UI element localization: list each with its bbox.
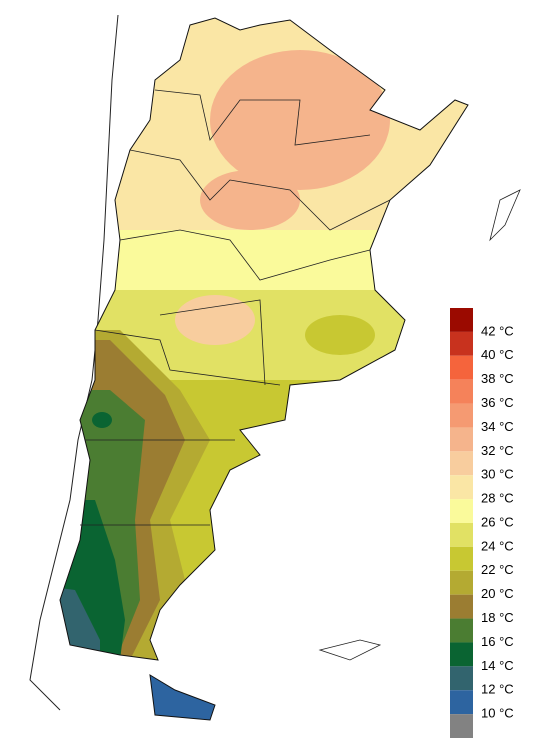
legend: 42 °C 40 °C 38 °C 36 °C 34 °C 32 °C 30 °C 28 °C… (450, 308, 514, 738)
legend-label: 34 °C (481, 419, 514, 434)
zone-26 (60, 230, 468, 290)
zone-32 (210, 50, 390, 190)
country-outline (59, 17, 469, 721)
zone-30 (175, 295, 255, 345)
legend-label: 12 °C (481, 682, 514, 697)
legend-swatch (450, 594, 473, 619)
legend-label: 32 °C (481, 443, 514, 458)
legend-label: 14 °C (481, 658, 514, 673)
zone-10 (145, 670, 235, 720)
province-borders (80, 89, 391, 526)
legend-label: 18 °C (481, 610, 514, 625)
legend-swatch (450, 403, 473, 428)
legend-swatch (450, 451, 473, 476)
legend-swatch (450, 666, 473, 691)
legend-label: 40 °C (481, 347, 514, 362)
legend-label: 30 °C (481, 467, 514, 482)
legend-label: 24 °C (481, 538, 514, 553)
legend-swatch (450, 308, 473, 332)
legend-swatch (450, 546, 473, 571)
legend-swatch (450, 690, 473, 715)
legend-swatch (450, 714, 473, 738)
legend-swatch (450, 499, 473, 523)
islands (318, 189, 521, 661)
zone-14 (92, 412, 112, 428)
legend-swatch (450, 427, 473, 452)
legend-label: 38 °C (481, 371, 514, 386)
zone-32 (200, 170, 300, 230)
legend-swatch (450, 642, 473, 667)
legend-swatch (450, 379, 473, 404)
legend-label: 10 °C (481, 706, 514, 721)
legend-swatch (450, 331, 473, 356)
legend-label: 36 °C (481, 395, 514, 410)
legend-label: 20 °C (481, 586, 514, 601)
legend-swatch (450, 523, 473, 547)
zone-22 (305, 315, 375, 355)
legend-swatch (450, 618, 473, 643)
legend-swatch (450, 355, 473, 380)
legend-swatch (450, 570, 473, 595)
legend-swatch (450, 475, 473, 500)
legend-label: 22 °C (481, 562, 514, 577)
zone-12 (60, 580, 100, 660)
legend-label: 42 °C (481, 323, 514, 338)
legend-label: 28 °C (481, 491, 514, 506)
legend-label: 16 °C (481, 634, 514, 649)
legend-label: 26 °C (481, 514, 514, 529)
